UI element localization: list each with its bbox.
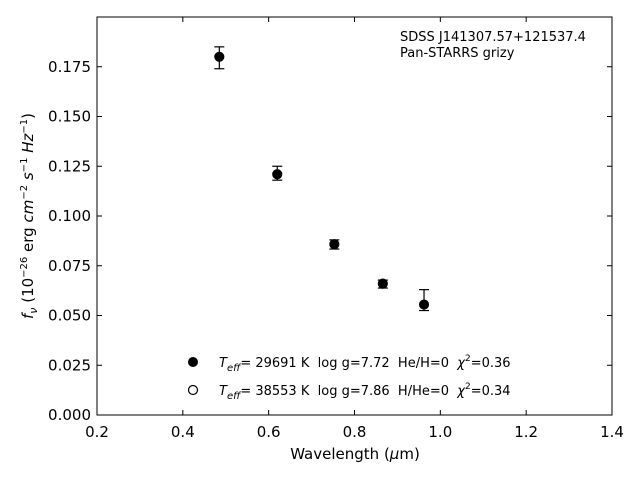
data-points [214, 46, 430, 312]
y-axis-ticks: 0.000 0.025 0.050 0.075 0.100 0.125 0.150 0.175 [48, 58, 612, 424]
legend-marker-filled [188, 357, 198, 367]
legend: Teff= 29691 K log g=7.72 He/H=0 χ2=0.36 … [187, 354, 511, 402]
data-point [272, 169, 283, 180]
plot-area [96, 16, 613, 416]
legend-entry-1: Teff= 29691 K log g=7.72 He/H=0 χ2=0.36 [219, 354, 511, 374]
data-point [214, 51, 225, 62]
data-point [418, 299, 430, 310]
data-point [329, 239, 340, 250]
y-tick-label: 0.125 [48, 157, 91, 175]
y-tick-label: 0.025 [48, 356, 91, 374]
y-tick-label: 0.050 [48, 307, 91, 325]
x-tick-label: 1.4 [600, 423, 624, 441]
y-tick-label: 0.100 [48, 207, 91, 225]
x-tick-label: 0.8 [343, 423, 367, 441]
legend-marker-open [187, 384, 199, 396]
x-tick-label: 0.6 [257, 423, 281, 441]
legend-entry-2: Teff= 38553 K log g=7.86 H/He=0 χ2=0.34 [219, 382, 511, 402]
y-tick-label: 0.175 [48, 58, 91, 76]
y-axis-label: fν (10−26 erg cm−2 s−1 Hz−1) [19, 113, 40, 319]
x-axis-ticks: 0.2 0.4 0.6 0.8 1.0 1.2 1.4 [85, 17, 624, 441]
annotation-line-2: Pan-STARRS grizy [400, 46, 515, 61]
x-tick-label: 1.2 [514, 423, 538, 441]
y-tick-label: 0.000 [48, 406, 91, 424]
x-tick-label: 0.4 [171, 423, 195, 441]
y-tick-label: 0.075 [48, 257, 91, 275]
x-tick-label: 1.0 [428, 423, 452, 441]
annotation-line-1: SDSS J141307.57+121537.4 [400, 30, 586, 45]
data-point [377, 278, 388, 289]
y-tick-label: 0.150 [48, 108, 91, 126]
x-tick-label: 0.2 [85, 423, 109, 441]
x-axis-label: Wavelength (μm) [290, 445, 420, 463]
